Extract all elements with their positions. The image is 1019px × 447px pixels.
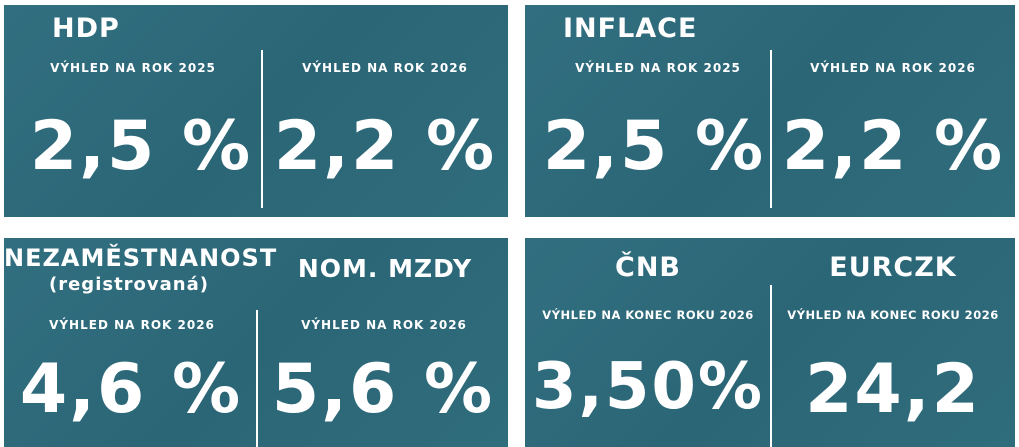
value: 4,6 %: [19, 350, 243, 429]
panel-title: INFLACE: [563, 13, 698, 44]
divider: [261, 50, 263, 208]
divider: [770, 50, 772, 208]
value: 2,5 %: [542, 107, 766, 186]
column-label: VÝHLED NA KONEC ROKU 2026: [787, 308, 999, 322]
divider: [770, 285, 772, 447]
value: 3,50%: [531, 350, 765, 424]
column-label: VÝHLED NA ROK 2026: [301, 318, 467, 332]
value: 2,2 %: [781, 107, 1005, 186]
column-title: ČNB: [615, 252, 681, 283]
column-title: NEZAMĚSTNANOST: [4, 244, 278, 272]
panel: ČNB EURCZK VÝHLED NA KONEC ROKU 2026 VÝH…: [525, 238, 1015, 447]
value: 2,2 %: [273, 107, 497, 186]
column-label: VÝHLED NA KONEC ROKU 2026: [542, 308, 754, 322]
panel-title: HDP: [52, 13, 120, 44]
column-label: VÝHLED NA ROK 2026: [49, 318, 215, 332]
panel: NEZAMĚSTNANOST (registrovaná) NOM. MZDY …: [4, 238, 508, 447]
panel: HDP VÝHLED NA ROK 2025 VÝHLED NA ROK 202…: [4, 5, 508, 217]
divider: [256, 310, 258, 447]
value: 2,5 %: [29, 107, 253, 186]
panel: INFLACE VÝHLED NA ROK 2025 VÝHLED NA ROK…: [525, 5, 1015, 217]
column-label: VÝHLED NA ROK 2025: [50, 61, 216, 75]
column-title: EURCZK: [829, 252, 957, 283]
column-label: VÝHLED NA ROK 2026: [302, 61, 468, 75]
column-subtitle: (registrovaná): [49, 274, 209, 295]
value: 5,6 %: [271, 350, 495, 429]
column-title: NOM. MZDY: [297, 254, 473, 283]
column-label: VÝHLED NA ROK 2026: [810, 61, 976, 75]
value: 24,2: [805, 350, 981, 429]
column-label: VÝHLED NA ROK 2025: [575, 61, 741, 75]
